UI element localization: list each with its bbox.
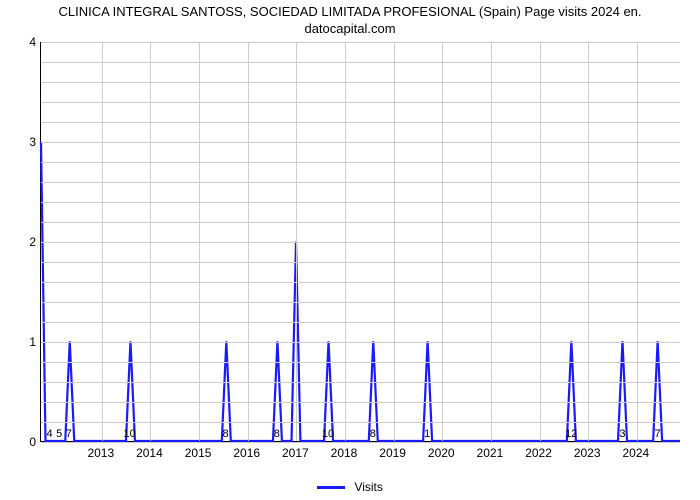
gridline-v bbox=[345, 42, 346, 441]
xtick-label: 2023 bbox=[574, 446, 601, 460]
spike-label: 1 bbox=[424, 428, 430, 440]
xtick-label: 2018 bbox=[331, 446, 358, 460]
gridline-h-minor bbox=[41, 162, 680, 163]
title-line2: datocapital.com bbox=[304, 21, 395, 36]
gridline-h bbox=[41, 42, 680, 43]
gridline-v bbox=[296, 42, 297, 441]
gridline-h-minor bbox=[41, 302, 680, 303]
gridline-h bbox=[41, 442, 680, 443]
gridline-h-minor bbox=[41, 362, 680, 363]
xtick-label: 2017 bbox=[282, 446, 309, 460]
xtick-label: 2022 bbox=[525, 446, 552, 460]
legend-swatch bbox=[317, 486, 345, 489]
series-visits bbox=[41, 142, 680, 441]
gridline-v bbox=[199, 42, 200, 441]
xtick-label: 2019 bbox=[379, 446, 406, 460]
spike-label: 4 bbox=[47, 428, 53, 440]
xtick-label: 2014 bbox=[136, 446, 163, 460]
gridline-v bbox=[248, 42, 249, 441]
spike-label: 7 bbox=[655, 428, 661, 440]
xtick-label: 2013 bbox=[87, 446, 114, 460]
plot-area bbox=[40, 42, 680, 442]
gridline-v bbox=[588, 42, 589, 441]
spike-label: 10 bbox=[123, 428, 135, 440]
xtick-label: 2016 bbox=[233, 446, 260, 460]
spike-label: 5 bbox=[56, 428, 62, 440]
ytick-label: 1 bbox=[6, 335, 36, 349]
gridline-h-minor bbox=[41, 322, 680, 323]
spike-label: 3 bbox=[619, 428, 625, 440]
xtick-label: 2021 bbox=[477, 446, 504, 460]
gridline-h-minor bbox=[41, 262, 680, 263]
gridline-h-minor bbox=[41, 82, 680, 83]
ytick-label: 0 bbox=[6, 435, 36, 449]
gridline-v bbox=[394, 42, 395, 441]
spike-label: 8 bbox=[223, 428, 229, 440]
gridline-v bbox=[442, 42, 443, 441]
gridline-h-minor bbox=[41, 422, 680, 423]
spike-label: 8 bbox=[370, 428, 376, 440]
gridline-h-minor bbox=[41, 182, 680, 183]
gridline-v bbox=[491, 42, 492, 441]
spike-label: 7 bbox=[66, 428, 72, 440]
gridline-h-minor bbox=[41, 402, 680, 403]
ytick-label: 3 bbox=[6, 135, 36, 149]
ytick-label: 4 bbox=[6, 35, 36, 49]
legend: Visits bbox=[0, 480, 700, 494]
legend-label: Visits bbox=[354, 480, 382, 494]
gridline-h bbox=[41, 242, 680, 243]
spike-label: 10 bbox=[322, 428, 334, 440]
gridline-v bbox=[637, 42, 638, 441]
gridline-v bbox=[540, 42, 541, 441]
gridline-h-minor bbox=[41, 62, 680, 63]
xtick-label: 2015 bbox=[185, 446, 212, 460]
spike-label: 12 bbox=[565, 428, 577, 440]
title-line1: CLINICA INTEGRAL SANTOSS, SOCIEDAD LIMIT… bbox=[58, 4, 641, 19]
spike-label: 8 bbox=[274, 428, 280, 440]
gridline-h bbox=[41, 342, 680, 343]
gridline-h-minor bbox=[41, 382, 680, 383]
xtick-label: 2024 bbox=[622, 446, 649, 460]
gridline-h-minor bbox=[41, 282, 680, 283]
gridline-h-minor bbox=[41, 202, 680, 203]
gridline-h-minor bbox=[41, 222, 680, 223]
ytick-label: 2 bbox=[6, 235, 36, 249]
chart-container: CLINICA INTEGRAL SANTOSS, SOCIEDAD LIMIT… bbox=[0, 0, 700, 500]
gridline-v bbox=[102, 42, 103, 441]
gridline-h-minor bbox=[41, 122, 680, 123]
chart-title: CLINICA INTEGRAL SANTOSS, SOCIEDAD LIMIT… bbox=[0, 4, 700, 38]
xtick-label: 2020 bbox=[428, 446, 455, 460]
gridline-h bbox=[41, 142, 680, 143]
gridline-h-minor bbox=[41, 102, 680, 103]
gridline-v bbox=[150, 42, 151, 441]
